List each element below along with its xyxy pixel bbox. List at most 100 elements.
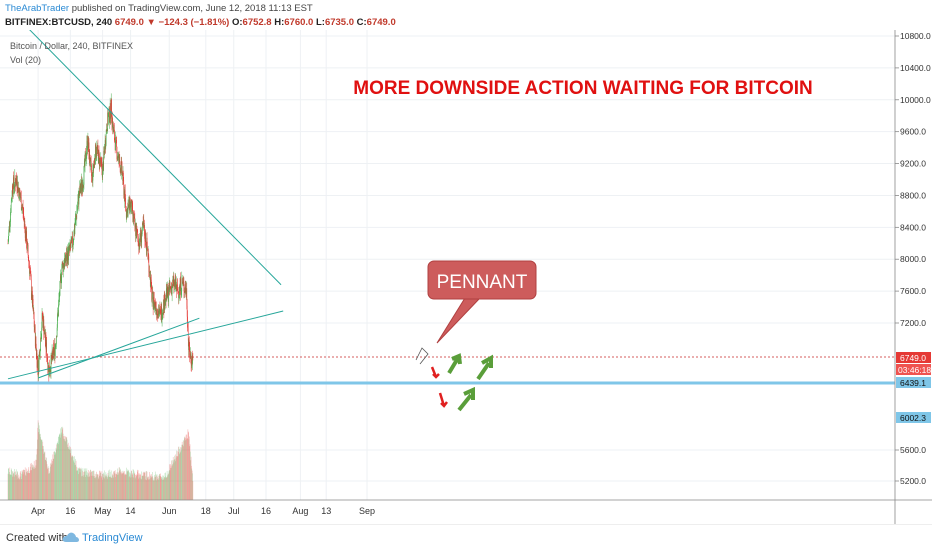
trendline[interactable] <box>37 317 200 379</box>
candle-body <box>186 305 188 317</box>
volume-bar <box>105 472 107 500</box>
candle-body <box>94 162 96 165</box>
volume-bar <box>143 471 145 500</box>
candle-body <box>82 186 84 191</box>
volume-bar <box>146 480 147 500</box>
volume-bar <box>74 456 75 500</box>
volume-bar <box>80 468 82 500</box>
author-link[interactable]: TheArabTrader <box>5 3 70 14</box>
candle-body <box>130 199 132 204</box>
candle-body <box>148 256 150 272</box>
candle-body <box>168 294 169 302</box>
volume-bar <box>130 470 132 500</box>
candle-body <box>47 358 48 361</box>
volume-bar <box>156 480 158 500</box>
candle-body <box>56 336 58 338</box>
volume-bar <box>109 469 111 500</box>
candle-body <box>120 168 121 173</box>
candle-body <box>49 369 51 372</box>
volume-bar <box>114 470 116 500</box>
candle-body <box>13 185 15 189</box>
volume-bar <box>97 474 99 500</box>
candle-body <box>184 288 185 293</box>
volume-bar <box>141 475 143 500</box>
last-price: 6749.0 <box>114 17 144 28</box>
volume-bar <box>111 475 113 500</box>
volume-bar <box>154 474 155 500</box>
candle-body <box>32 298 34 311</box>
open-value: 6752.8 <box>242 17 272 28</box>
volume-bar <box>83 474 85 500</box>
candle-body <box>103 151 104 171</box>
volume-bar <box>189 436 190 500</box>
candle-body <box>177 284 178 291</box>
volume-bar <box>109 471 111 500</box>
candle-body <box>170 287 171 289</box>
time-axis[interactable]: Apr 16 May 14 Jun 18 Jul 16 Aug 13 Sep <box>31 506 375 516</box>
candle-body <box>75 218 76 226</box>
candle-body <box>92 164 94 171</box>
candle-body <box>47 360 49 371</box>
candle-body <box>116 157 118 160</box>
volume-bar <box>99 470 101 500</box>
volume-bar <box>174 455 175 500</box>
candle-body <box>186 288 187 295</box>
candle-body <box>68 245 70 251</box>
candle-body <box>98 150 99 164</box>
candle-body <box>131 199 132 214</box>
volume-bar <box>184 436 186 500</box>
volume-bar <box>112 475 114 500</box>
tradingview-brand[interactable]: TradingView <box>82 532 143 544</box>
volume-bar <box>100 475 102 500</box>
trendline[interactable] <box>29 30 282 286</box>
candle-body <box>115 137 117 138</box>
price-chart[interactable]: PENNANT MORE DOWNSIDE ACTION WAITING FOR… <box>0 30 932 524</box>
volume-bar <box>166 470 168 500</box>
change-value: −124.3 (−1.81%) <box>158 17 230 28</box>
volume-bar <box>61 427 62 500</box>
candle-body <box>30 279 32 296</box>
volume-bar <box>117 472 119 500</box>
volume-bar <box>96 474 98 500</box>
candle-body <box>114 129 115 141</box>
volume-bar <box>22 470 23 500</box>
candle-body <box>113 129 115 131</box>
candle-body <box>76 211 78 219</box>
callout-label: PENNANT <box>437 272 528 293</box>
volume-bar <box>84 471 86 500</box>
volume-bar <box>141 479 142 500</box>
candle-body <box>176 283 178 292</box>
candle-body <box>10 211 12 213</box>
candle-body <box>110 116 112 119</box>
price-axis[interactable]: 10800.0 10400.0 10000.0 9600.0 9200.0 8800.0 8… <box>895 31 931 486</box>
candle-body <box>40 337 42 341</box>
close-value: 6749.0 <box>366 17 396 28</box>
candle-body <box>135 223 136 236</box>
candle-body <box>104 150 106 154</box>
volume-bar <box>73 461 75 500</box>
volume-bar <box>128 470 129 500</box>
trendline[interactable] <box>7 310 284 380</box>
candle-body <box>108 116 109 125</box>
candle-body <box>85 153 87 161</box>
volume-bar <box>61 432 63 500</box>
volume-bar <box>28 467 29 500</box>
candle-body <box>120 161 122 174</box>
volume-bar <box>138 474 140 500</box>
volume-bar <box>144 476 146 500</box>
low-value: 6735.0 <box>324 17 354 28</box>
volume-bar <box>144 472 146 500</box>
volume-bar <box>137 469 139 500</box>
symbol-label[interactable]: BITFINEX:BTCUSD, 240 <box>5 17 113 28</box>
volume-bar <box>189 444 191 500</box>
volume-bar <box>162 479 163 500</box>
volume-bar <box>145 479 146 500</box>
volume-bar <box>42 445 43 500</box>
volume-bar <box>32 466 34 500</box>
candle-body <box>37 360 38 368</box>
volume-bar <box>12 471 14 500</box>
candle-body <box>14 187 15 189</box>
candle-body <box>185 287 186 294</box>
volume-bar <box>115 473 117 500</box>
candle-body <box>179 284 180 293</box>
